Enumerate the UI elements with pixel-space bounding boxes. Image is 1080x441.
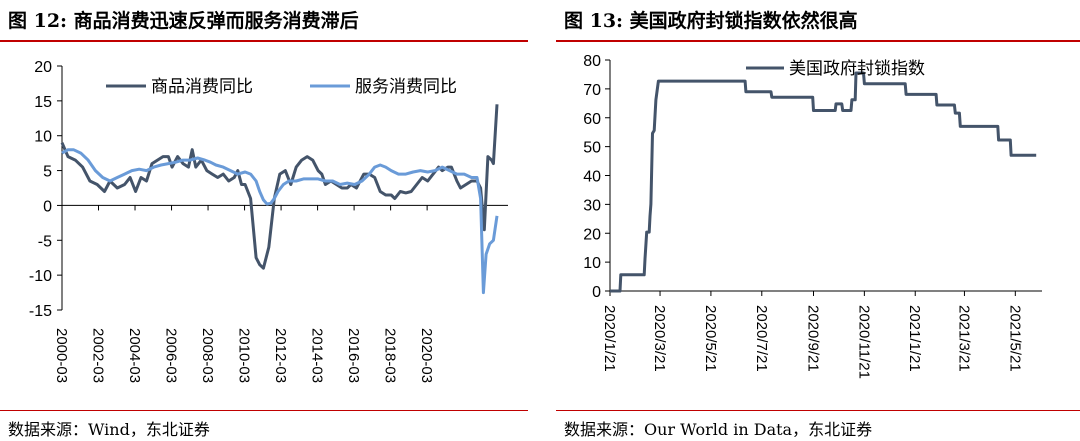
data-source-note: 数据来源：Our World in Data，东北证券: [564, 420, 873, 439]
x-tick-label: 2020/1/21: [601, 305, 618, 372]
legend-label: 服务消费同比: [355, 77, 457, 96]
x-tick-label: 2020/7/21: [753, 305, 770, 372]
series-line-1: [60, 104, 499, 270]
x-tick-label: 2018-03: [382, 328, 399, 383]
data-source-note: 数据来源：Wind，东北证券: [8, 420, 210, 439]
y-tick-label: 10: [583, 255, 601, 272]
x-tick-label: 2020/5/21: [702, 305, 719, 372]
x-tick-label: 2000-03: [53, 328, 70, 383]
title-rule: [0, 40, 528, 42]
y-tick-label: 20: [34, 59, 52, 76]
y-tick-label: 10: [34, 129, 52, 146]
x-tick-label: 2014-03: [309, 328, 326, 383]
x-tick-label: 2002-03: [90, 328, 107, 383]
x-tick-label: 2021/1/21: [906, 305, 923, 372]
x-tick-label: 2021/3/21: [955, 305, 972, 372]
title-rule: [556, 40, 1080, 42]
source-rule: [556, 410, 1080, 411]
x-tick-label: 2016-03: [345, 328, 362, 383]
y-tick-label: 50: [583, 140, 601, 157]
x-tick-label: 2006-03: [163, 328, 180, 383]
x-tick-label: 2020/3/21: [651, 305, 668, 372]
y-tick-label: -5: [38, 233, 52, 250]
x-tick-label: 2020-03: [418, 328, 435, 383]
y-tick-label: 0: [592, 284, 601, 301]
series-line-1: [610, 71, 1037, 293]
y-tick-label: 30: [583, 197, 601, 214]
y-tick-label: -10: [29, 268, 52, 285]
figure-12-panel: 图 12: 商品消费迅速反弹而服务消费滞后 20 15 10 5 0 -5 -10 -15 20…: [0, 0, 528, 441]
y-tick-label: 60: [583, 111, 601, 128]
y-tick-label: 5: [43, 164, 52, 181]
y-tick-label: 15: [34, 94, 52, 111]
x-tick-label: 2010-03: [236, 328, 253, 383]
x-tick-label: 2008-03: [199, 328, 216, 383]
x-tick-label: 2004-03: [126, 328, 143, 383]
figure-13-panel: 图 13: 美国政府封锁指数依然很高 80 70 60 50 40 30 20 10 0 2020…: [556, 0, 1080, 441]
legend-label: 美国政府封锁指数: [789, 59, 925, 78]
legend-label: 商品消费同比: [151, 77, 253, 96]
x-tick-label: 2012-03: [272, 328, 289, 383]
figure-title: 图 13: 美国政府封锁指数依然很高: [564, 10, 858, 32]
series-line-2: [61, 148, 499, 295]
x-tick-label: 2020/11/21: [855, 305, 872, 379]
y-tick-label: 40: [583, 169, 601, 186]
x-tick-label: 2021/5/21: [1006, 305, 1023, 372]
y-tick-label: 0: [43, 198, 52, 215]
x-tick-label: 2020/9/21: [804, 305, 821, 372]
source-rule: [0, 410, 528, 411]
figure-title: 图 12: 商品消费迅速反弹而服务消费滞后: [8, 10, 359, 32]
y-tick-label: 70: [583, 82, 601, 99]
y-tick-label: 80: [583, 53, 601, 70]
y-tick-label: 20: [583, 226, 601, 243]
y-tick-label: -15: [29, 303, 52, 320]
